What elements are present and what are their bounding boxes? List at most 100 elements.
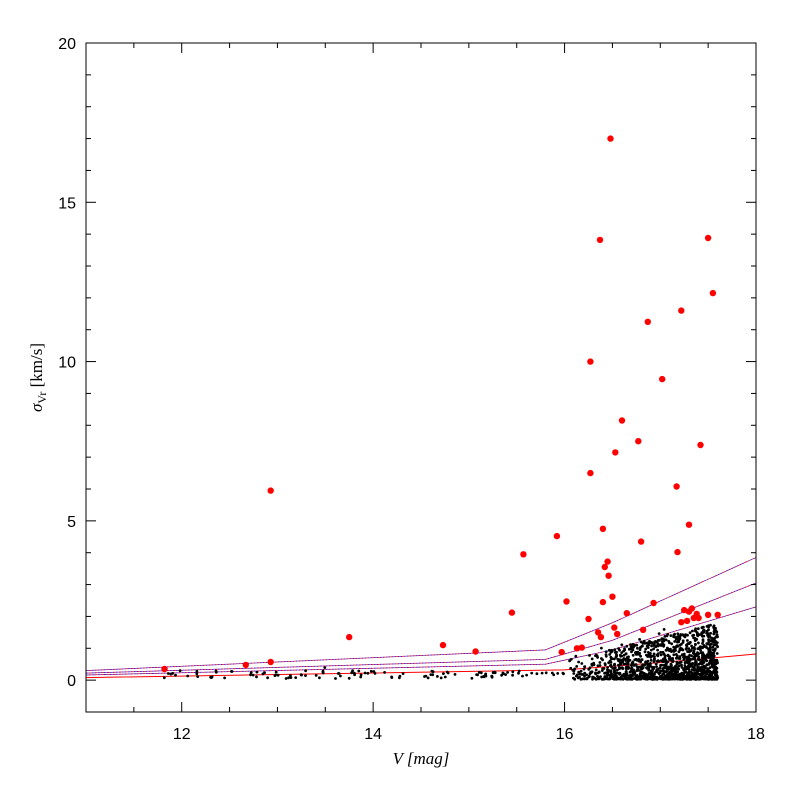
black-point — [659, 659, 663, 662]
black-point — [592, 663, 596, 667]
black-point — [650, 641, 653, 644]
black-point — [705, 629, 709, 633]
black-point — [585, 677, 588, 681]
black-point — [608, 653, 612, 656]
black-point — [615, 671, 619, 675]
black-point — [706, 634, 709, 637]
black-point — [646, 651, 650, 654]
black-point — [643, 650, 647, 654]
black-point — [649, 654, 653, 658]
black-point — [588, 654, 591, 657]
black-point — [631, 643, 635, 646]
black-point — [668, 655, 671, 658]
black-point — [255, 675, 258, 679]
black-point — [511, 673, 514, 677]
black-point — [653, 642, 656, 646]
black-point — [668, 677, 671, 681]
black-point — [611, 677, 615, 680]
black-point — [544, 671, 548, 675]
red-point — [599, 525, 607, 532]
black-point — [678, 637, 682, 641]
black-point — [638, 669, 641, 672]
black-point — [174, 673, 177, 677]
black-point — [677, 640, 680, 644]
red-point — [659, 375, 666, 383]
black-point — [715, 675, 719, 679]
black-point — [162, 676, 166, 680]
black-point — [698, 658, 701, 662]
black-point — [622, 674, 626, 678]
black-point — [712, 624, 716, 628]
y-axis-label-unit: [km/s] — [27, 343, 46, 392]
black-point — [691, 634, 694, 637]
red-point — [650, 599, 657, 607]
black-point — [613, 666, 617, 670]
black-point — [698, 672, 702, 676]
red-point — [553, 532, 561, 540]
black-point — [661, 676, 665, 680]
black-point — [574, 654, 578, 658]
black-point — [347, 676, 351, 680]
black-point — [596, 674, 599, 678]
black-point — [628, 670, 632, 674]
black-point — [665, 677, 669, 681]
red-point — [563, 598, 570, 605]
black-point — [683, 676, 687, 680]
black-point — [708, 661, 711, 665]
red-point — [612, 449, 619, 456]
black-point — [677, 634, 681, 638]
black-point — [662, 669, 666, 673]
black-point — [588, 672, 592, 676]
black-point — [575, 673, 579, 677]
black-point — [521, 674, 524, 678]
black-point — [666, 633, 670, 636]
black-point — [660, 637, 664, 641]
black-point — [701, 638, 705, 642]
y-tick-label: 15 — [58, 195, 76, 212]
black-point — [630, 673, 634, 677]
black-point — [351, 669, 354, 673]
black-point — [694, 643, 697, 646]
black-point — [706, 669, 709, 672]
black-point — [700, 646, 704, 650]
black-point — [530, 671, 534, 675]
x-tick-label: 14 — [364, 726, 382, 743]
black-point — [671, 649, 675, 652]
black-point — [359, 673, 363, 677]
red-point — [597, 633, 605, 641]
black-point — [583, 674, 586, 678]
black-point — [687, 663, 691, 667]
black-point — [676, 666, 679, 670]
black-point — [648, 671, 651, 675]
black-point — [649, 658, 653, 662]
black-point — [693, 652, 696, 656]
black-point — [700, 659, 704, 662]
black-point — [659, 650, 663, 654]
black-point — [610, 673, 614, 676]
black-point — [659, 663, 662, 667]
black-point — [680, 666, 684, 669]
black-point — [582, 667, 586, 671]
black-point — [702, 668, 706, 671]
black-point — [255, 670, 259, 674]
y-tick-label: 10 — [58, 355, 76, 372]
black-point — [423, 675, 426, 678]
black-point — [708, 673, 711, 677]
black-point — [214, 670, 218, 674]
black-point — [666, 646, 669, 650]
black-point — [662, 628, 666, 631]
black-point — [705, 646, 708, 649]
black-point — [580, 662, 584, 665]
black-point — [569, 666, 573, 670]
black-point — [613, 663, 616, 667]
black-point — [702, 625, 705, 629]
black-point — [715, 641, 719, 644]
black-point — [682, 668, 686, 672]
black-point — [647, 663, 651, 666]
black-point — [649, 652, 652, 655]
black-point — [624, 652, 628, 656]
black-point — [675, 654, 679, 658]
black-point — [299, 673, 303, 677]
black-point — [629, 643, 632, 646]
curve-dashed-red-1 — [85, 606, 757, 676]
